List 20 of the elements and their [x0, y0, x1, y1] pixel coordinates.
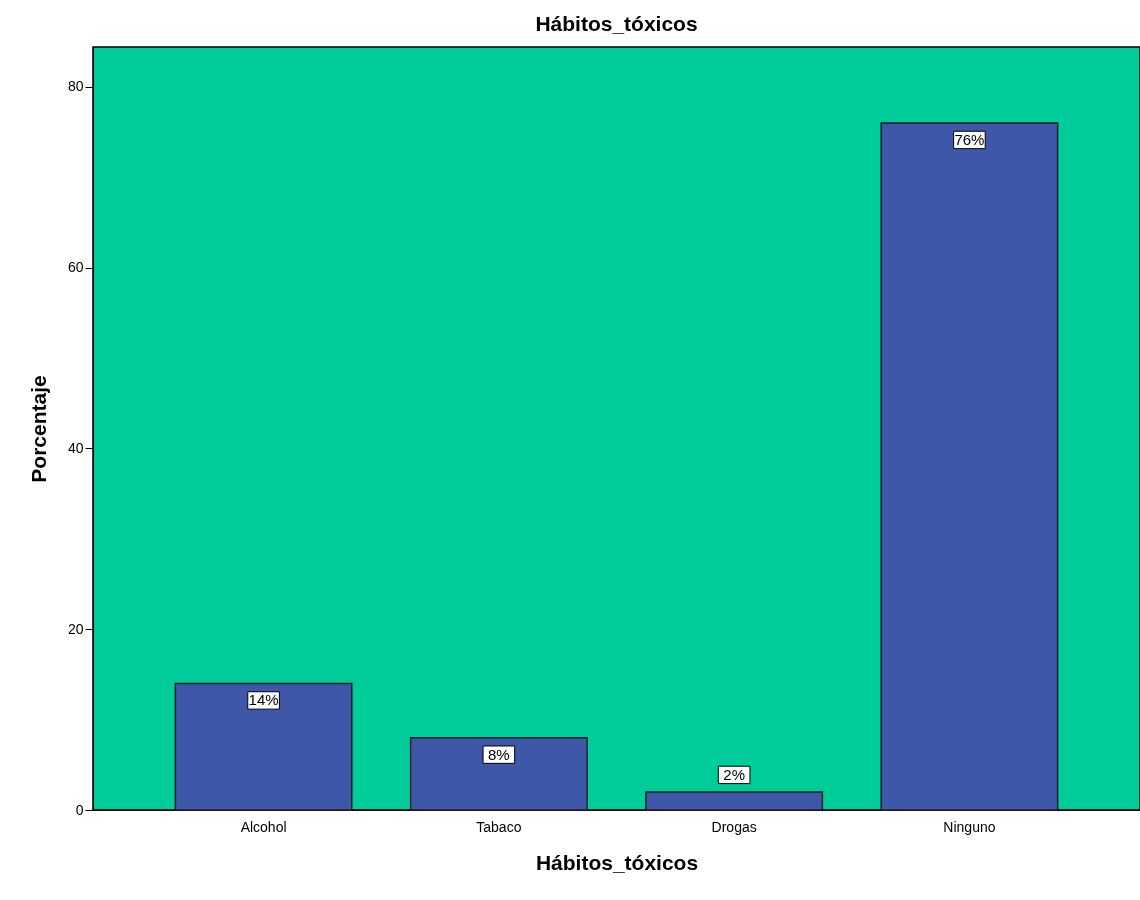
data-label: 76%	[954, 130, 985, 148]
bar	[174, 682, 353, 811]
data-label: 14%	[248, 691, 279, 709]
y-tick-label: 20	[67, 620, 84, 637]
chart-title: Hábitos_tóxicos	[535, 12, 698, 35]
y-axis-title: Porcentaje	[26, 375, 50, 483]
y-tick-label: 60	[67, 259, 84, 276]
bar	[645, 791, 824, 811]
y-tick-label: 40	[67, 439, 84, 456]
y-tick-label: 0	[75, 801, 84, 818]
x-tick-label: Drogas	[711, 818, 757, 835]
x-tick-label: Alcohol	[240, 818, 287, 835]
x-tick-label: Tabaco	[476, 818, 522, 835]
bar	[409, 736, 588, 811]
x-tick-label: Ninguno	[943, 818, 996, 835]
x-axis-title: Hábitos_tóxicos	[535, 850, 699, 874]
bar	[880, 122, 1059, 811]
data-label: 2%	[723, 765, 745, 783]
data-label: 8%	[488, 745, 510, 763]
y-tick-label: 80	[67, 78, 84, 95]
